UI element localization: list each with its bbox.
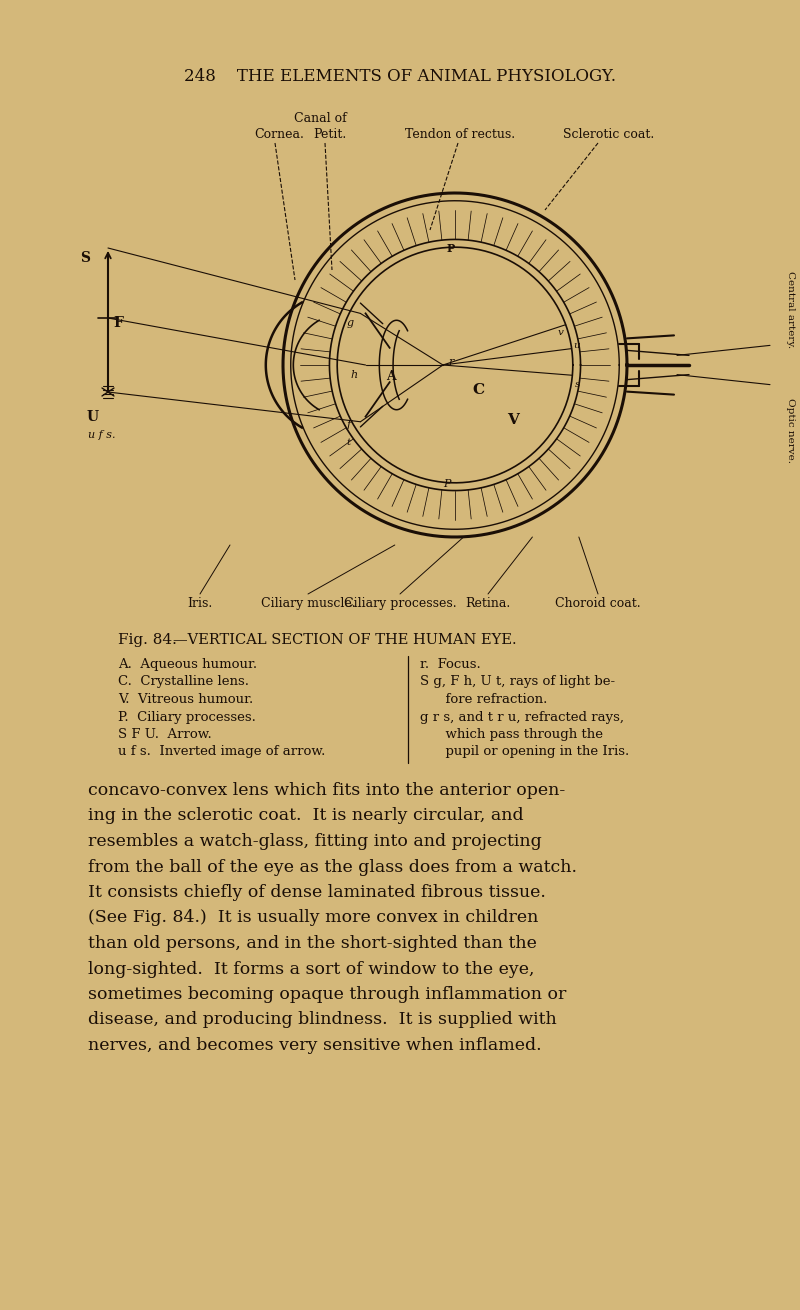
Text: Ciliary muscle.: Ciliary muscle. — [261, 597, 355, 610]
Text: disease, and producing blindness.  It is supplied with: disease, and producing blindness. It is … — [88, 1011, 557, 1028]
Text: Choroid coat.: Choroid coat. — [555, 597, 641, 610]
Text: Fig. 84.: Fig. 84. — [118, 633, 177, 647]
Text: fore refraction.: fore refraction. — [420, 693, 547, 706]
Text: Ciliary processes.: Ciliary processes. — [344, 597, 456, 610]
Text: r.  Focus.: r. Focus. — [420, 658, 481, 671]
Text: (See Fig. 84.)  It is usually more convex in children: (See Fig. 84.) It is usually more convex… — [88, 909, 538, 926]
Text: Optic nerve.: Optic nerve. — [786, 397, 794, 462]
Text: Sclerotic coat.: Sclerotic coat. — [563, 128, 654, 141]
Text: U: U — [87, 410, 99, 424]
Text: Retina.: Retina. — [466, 597, 510, 610]
Text: g: g — [346, 318, 354, 329]
Text: A: A — [386, 369, 396, 383]
Text: than old persons, and in the short-sighted than the: than old persons, and in the short-sight… — [88, 935, 537, 952]
Text: sometimes becoming opaque through inflammation or: sometimes becoming opaque through inflam… — [88, 986, 566, 1003]
Text: P: P — [443, 478, 450, 489]
Text: V: V — [506, 413, 518, 427]
Text: ing in the sclerotic coat.  It is nearly circular, and: ing in the sclerotic coat. It is nearly … — [88, 807, 524, 824]
Text: resembles a watch-glass, fitting into and projecting: resembles a watch-glass, fitting into an… — [88, 833, 542, 850]
Text: v: v — [558, 328, 563, 337]
Text: A.  Aqueous humour.: A. Aqueous humour. — [118, 658, 257, 671]
Text: —VERTICAL SECTION OF THE HUMAN EYE.: —VERTICAL SECTION OF THE HUMAN EYE. — [173, 633, 517, 647]
Text: from the ball of the eye as the glass does from a watch.: from the ball of the eye as the glass do… — [88, 858, 577, 875]
Text: u f s.: u f s. — [88, 430, 115, 440]
Text: u f s.  Inverted image of arrow.: u f s. Inverted image of arrow. — [118, 745, 326, 758]
Text: C: C — [472, 383, 484, 397]
Text: C.  Crystalline lens.: C. Crystalline lens. — [118, 676, 249, 689]
Text: 248    THE ELEMENTS OF ANIMAL PHYSIOLOGY.: 248 THE ELEMENTS OF ANIMAL PHYSIOLOGY. — [184, 68, 616, 85]
Text: nerves, and becomes very sensitive when inflamed.: nerves, and becomes very sensitive when … — [88, 1038, 542, 1055]
Text: P.  Ciliary processes.: P. Ciliary processes. — [118, 710, 256, 723]
Text: P: P — [446, 242, 454, 254]
Text: t: t — [346, 438, 350, 447]
Text: Cornea.: Cornea. — [254, 128, 304, 141]
Text: g r s, and t r u, refracted rays,: g r s, and t r u, refracted rays, — [420, 710, 624, 723]
Text: which pass through the: which pass through the — [420, 728, 603, 741]
Text: Iris.: Iris. — [187, 597, 213, 610]
Text: s: s — [575, 380, 581, 389]
Text: pupil or opening in the Iris.: pupil or opening in the Iris. — [420, 745, 630, 758]
Text: Central artery.: Central artery. — [786, 271, 794, 348]
Text: Tendon of rectus.: Tendon of rectus. — [405, 128, 515, 141]
Text: V.  Vitreous humour.: V. Vitreous humour. — [118, 693, 254, 706]
Text: f: f — [346, 419, 350, 430]
Text: S F U.  Arrow.: S F U. Arrow. — [118, 728, 212, 741]
Text: S: S — [80, 252, 90, 265]
Text: It consists chiefly of dense laminated fibrous tissue.: It consists chiefly of dense laminated f… — [88, 884, 546, 901]
Text: Petit.: Petit. — [313, 128, 346, 141]
Text: long-sighted.  It forms a sort of window to the eye,: long-sighted. It forms a sort of window … — [88, 960, 534, 977]
Text: h: h — [350, 369, 358, 380]
Text: S g, F h, U t, rays of light be-: S g, F h, U t, rays of light be- — [420, 676, 615, 689]
Text: concavo-convex lens which fits into the anterior open-: concavo-convex lens which fits into the … — [88, 782, 566, 799]
Text: r: r — [448, 358, 454, 367]
Text: F: F — [113, 316, 123, 330]
Text: u: u — [574, 341, 580, 350]
Text: Canal of: Canal of — [294, 111, 346, 124]
